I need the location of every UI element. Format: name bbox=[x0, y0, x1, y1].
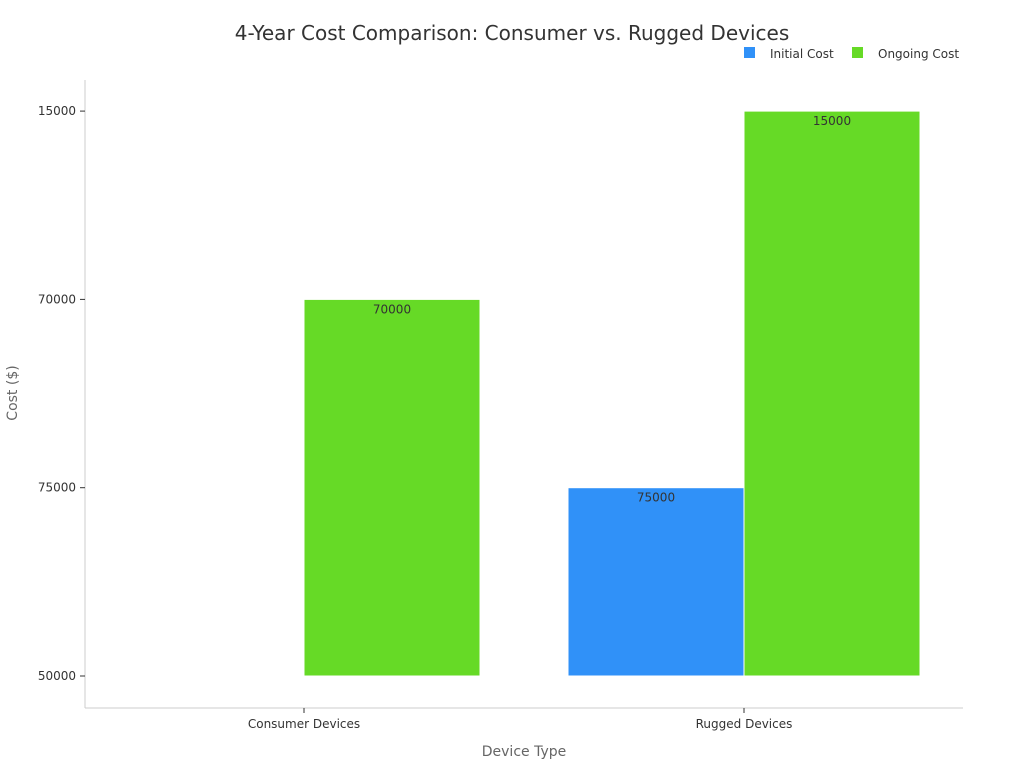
legend-label: Initial Cost bbox=[770, 47, 834, 61]
bar-ongoing-cost bbox=[743, 110, 921, 677]
x-axis-label: Device Type bbox=[482, 744, 567, 760]
chart-title: 4-Year Cost Comparison: Consumer vs. Rug… bbox=[235, 21, 789, 45]
data-label: 75000 bbox=[637, 491, 675, 505]
bar-initial-cost bbox=[567, 487, 745, 677]
legend-label: Ongoing Cost bbox=[878, 47, 959, 61]
y-tick-label: 15000 bbox=[38, 104, 76, 118]
bar-ongoing-cost bbox=[303, 298, 481, 677]
legend-swatch bbox=[852, 47, 863, 58]
x-tick-label: Rugged Devices bbox=[696, 717, 793, 731]
data-label: 15000 bbox=[813, 114, 851, 128]
x-tick-label: Consumer Devices bbox=[248, 717, 360, 731]
y-axis-label: Cost ($) bbox=[5, 365, 21, 420]
y-tick-label: 50000 bbox=[38, 669, 76, 683]
legend-swatch bbox=[744, 47, 755, 58]
y-tick-label: 70000 bbox=[38, 292, 76, 306]
y-tick-label: 75000 bbox=[38, 481, 76, 495]
data-label: 70000 bbox=[373, 302, 411, 316]
